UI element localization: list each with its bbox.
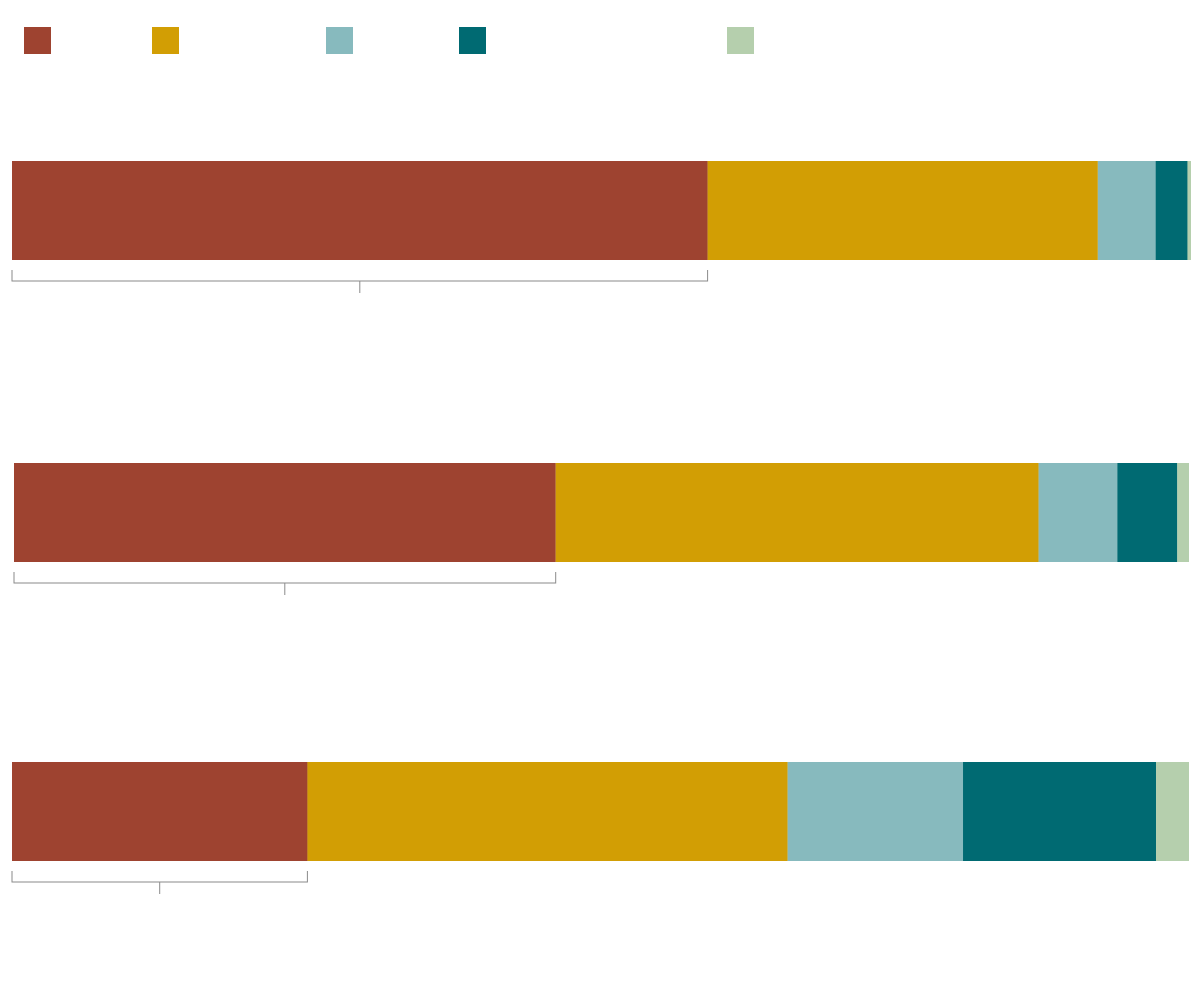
bar-1-segment-2 bbox=[707, 161, 1098, 260]
legend-swatch-4 bbox=[459, 27, 486, 54]
bracket-3 bbox=[11, 871, 308, 894]
bar-3-segment-3 bbox=[787, 762, 964, 861]
bar-2-segment-3 bbox=[1038, 463, 1118, 562]
bar-1-segment-1 bbox=[12, 161, 708, 260]
legend-swatch-3 bbox=[326, 27, 353, 54]
bars bbox=[12, 161, 1191, 861]
bar-1-segment-5 bbox=[1187, 161, 1191, 260]
bracket-2 bbox=[13, 572, 557, 595]
bar-2-segment-2 bbox=[555, 463, 1039, 562]
bar-2-segment-5 bbox=[1177, 463, 1189, 562]
legend-swatch-5 bbox=[727, 27, 754, 54]
legend-swatch-2 bbox=[152, 27, 179, 54]
bar-3-segment-5 bbox=[1156, 762, 1189, 861]
brackets bbox=[11, 270, 709, 894]
bracket-1 bbox=[11, 270, 709, 293]
bar-3-segment-4 bbox=[963, 762, 1157, 861]
bar-1-segment-4 bbox=[1155, 161, 1188, 260]
bar-2-segment-4 bbox=[1117, 463, 1178, 562]
legend bbox=[24, 27, 754, 54]
bar-3-segment-1 bbox=[12, 762, 308, 861]
legend-swatch-1 bbox=[24, 27, 51, 54]
bar-2-segment-1 bbox=[14, 463, 556, 562]
bar-1-segment-3 bbox=[1097, 161, 1156, 260]
bar-3-segment-2 bbox=[307, 762, 788, 861]
